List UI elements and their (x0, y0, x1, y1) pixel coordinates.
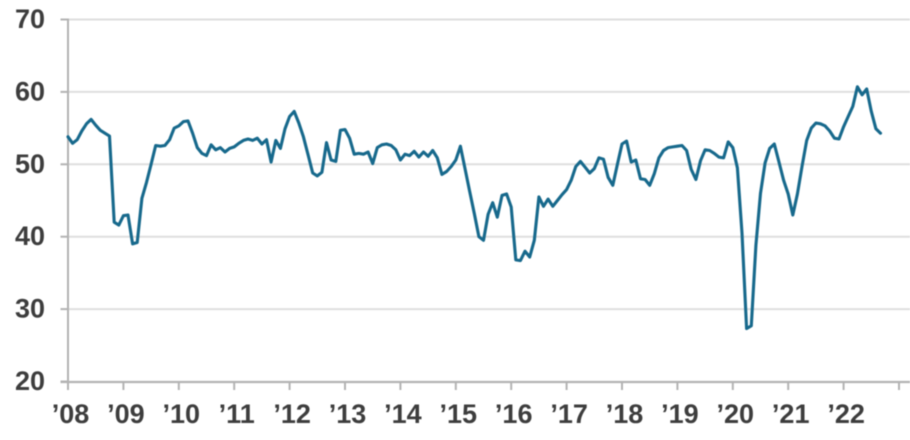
svg-text:’08: ’08 (52, 399, 90, 429)
svg-text:’16: ’16 (495, 399, 533, 429)
svg-text:’11: ’11 (219, 399, 255, 429)
svg-text:’14: ’14 (384, 399, 422, 429)
svg-text:60: 60 (15, 76, 45, 106)
svg-text:’09: ’09 (107, 399, 145, 429)
svg-text:’18: ’18 (606, 399, 644, 429)
svg-text:20: 20 (15, 366, 45, 396)
svg-text:70: 70 (15, 4, 45, 34)
svg-text:30: 30 (15, 294, 45, 324)
svg-text:’12: ’12 (273, 399, 311, 429)
svg-text:40: 40 (15, 221, 45, 251)
svg-text:50: 50 (15, 149, 45, 179)
svg-text:’15: ’15 (440, 399, 478, 429)
svg-text:’10: ’10 (163, 399, 201, 429)
svg-text:’20: ’20 (717, 399, 755, 429)
svg-text:’22: ’22 (827, 399, 865, 429)
svg-text:’13: ’13 (329, 399, 367, 429)
svg-text:’21: ’21 (772, 399, 810, 429)
svg-text:’19: ’19 (661, 399, 699, 429)
svg-text:’17: ’17 (550, 399, 588, 429)
